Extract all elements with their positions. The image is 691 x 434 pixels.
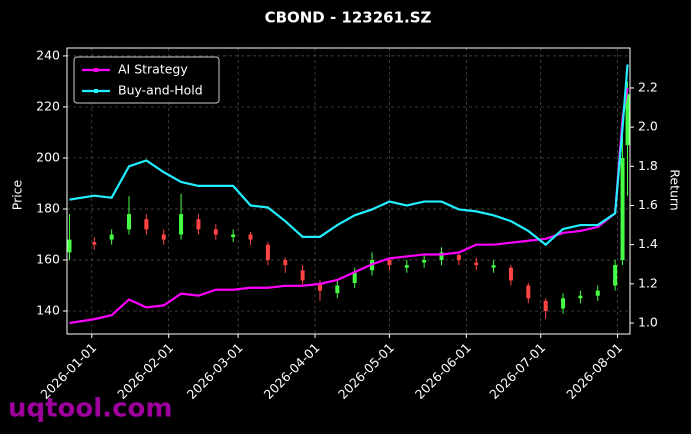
candle-body bbox=[231, 234, 236, 238]
candle-body bbox=[578, 295, 583, 299]
legend-label: AI Strategy bbox=[118, 62, 188, 77]
candle-body bbox=[491, 265, 496, 268]
candle-body bbox=[317, 282, 322, 291]
y-tick-label: 200 bbox=[36, 149, 60, 164]
candle-body bbox=[300, 270, 305, 281]
candle-body bbox=[595, 290, 600, 296]
candle-body bbox=[67, 239, 72, 253]
candle-body bbox=[144, 219, 149, 230]
candle-body bbox=[196, 219, 201, 230]
candle-body bbox=[439, 252, 444, 261]
legend-box bbox=[73, 56, 220, 104]
candle-body bbox=[456, 254, 461, 261]
watermark: uqtool.com bbox=[8, 394, 172, 424]
candle-body bbox=[543, 300, 548, 312]
candle-body bbox=[508, 267, 513, 281]
y-tick-label: 220 bbox=[36, 98, 60, 113]
y2-axis-label: Return bbox=[668, 169, 683, 210]
candle-body bbox=[92, 242, 97, 245]
y2-tick-label: 1.4 bbox=[638, 236, 658, 251]
series-line bbox=[69, 64, 629, 247]
y2-tick-label: 2.2 bbox=[638, 79, 658, 94]
y2-tick-label: 1.2 bbox=[638, 275, 658, 290]
y2-tick-label: 1.8 bbox=[638, 158, 658, 173]
candle-body bbox=[179, 214, 184, 235]
candle-body bbox=[422, 260, 427, 263]
y2-tick-label: 1.6 bbox=[638, 197, 658, 212]
legend-marker bbox=[94, 89, 98, 93]
candle-body bbox=[404, 265, 409, 268]
y2-tick-label: 1.0 bbox=[638, 315, 658, 330]
candle-body bbox=[248, 234, 253, 240]
candle-body bbox=[109, 234, 114, 240]
candle-body bbox=[213, 229, 218, 235]
candle-body bbox=[474, 262, 479, 266]
candle-body bbox=[265, 244, 270, 261]
candle-body bbox=[127, 214, 132, 230]
candle-body bbox=[620, 157, 625, 261]
y-axis-label: Price bbox=[10, 179, 25, 210]
legend-label: Buy-and-Hold bbox=[118, 83, 203, 98]
y-tick-label: 240 bbox=[36, 47, 60, 62]
plot-frame bbox=[66, 47, 631, 335]
candle-body bbox=[526, 285, 531, 299]
y-tick-label: 180 bbox=[36, 200, 60, 215]
candle-body bbox=[335, 285, 340, 294]
candle-body bbox=[613, 265, 618, 286]
candle-body bbox=[352, 272, 357, 283]
chart-title: CBOND - 123261.SZ bbox=[265, 9, 432, 27]
legend-marker bbox=[94, 68, 98, 72]
candle-body bbox=[387, 260, 392, 266]
candle-body bbox=[283, 260, 288, 266]
candle-body bbox=[625, 94, 630, 146]
y-tick-label: 140 bbox=[36, 303, 60, 318]
candle-body bbox=[561, 298, 566, 309]
candle-body bbox=[161, 234, 166, 240]
y-tick-label: 160 bbox=[36, 252, 60, 267]
y2-tick-label: 2.0 bbox=[638, 119, 658, 134]
